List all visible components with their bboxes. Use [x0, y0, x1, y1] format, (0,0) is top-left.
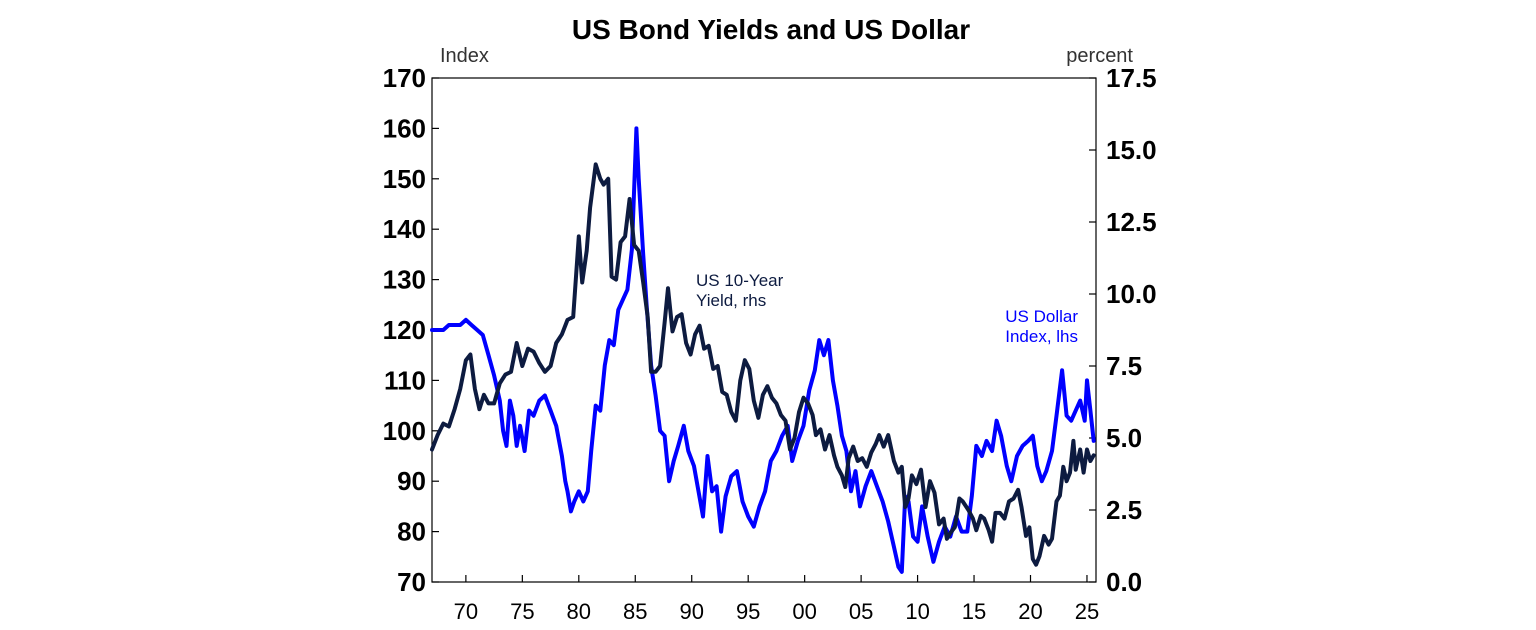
- x-tick-label: 15: [962, 599, 986, 624]
- x-tick-label: 05: [849, 599, 873, 624]
- left-tick-label: 110: [384, 365, 426, 395]
- x-tick-label: 25: [1075, 599, 1099, 624]
- right-tick-label: 15.0: [1106, 135, 1157, 165]
- left-tick-label: 140: [383, 214, 426, 244]
- right-axis-label: percent: [1066, 45, 1133, 67]
- x-tick-label: 95: [736, 599, 760, 624]
- plot-frame: [431, 77, 1097, 583]
- x-tick-label: 10: [905, 599, 929, 624]
- left-tick-label: 90: [397, 466, 426, 496]
- left-tick-label: 70: [397, 567, 426, 597]
- x-tick-label: 90: [679, 599, 703, 624]
- right-tick-label: 5.0: [1106, 423, 1142, 453]
- us-10-year-yield-line: [430, 162, 1096, 567]
- left-tick-label: 100: [383, 416, 426, 446]
- left-tick-label: 130: [383, 265, 426, 295]
- x-tick-label: 20: [1018, 599, 1042, 624]
- right-tick-label: 12.5: [1106, 207, 1157, 237]
- x-tick-label: 85: [623, 599, 647, 624]
- right-tick-label: 2.5: [1106, 495, 1142, 525]
- us-dollar-index-line: [430, 126, 1096, 574]
- left-axis-label: Index: [440, 45, 489, 67]
- left-tick-label: 160: [383, 113, 426, 143]
- us-dollar-index-label: US Dollar Index, lhs: [1005, 307, 1078, 346]
- chart-title: US Bond Yields and US Dollar: [572, 14, 970, 45]
- x-tick-label: 00: [792, 599, 816, 624]
- series-labels: US Dollar Index, lhs US 10-Year Yield, rhs: [696, 271, 1078, 346]
- x-tick-label: 80: [567, 599, 591, 624]
- right-tick-label: 0.0: [1106, 567, 1142, 597]
- us-10-year-yield-label: US 10-Year Yield, rhs: [696, 271, 784, 310]
- left-tick-label: 120: [383, 315, 426, 345]
- left-tick-label: 170: [383, 63, 426, 93]
- x-tick-label: 70: [454, 599, 478, 624]
- x-tick-label: 75: [510, 599, 534, 624]
- axis-ticks: 70 80 90 100 110 120 130 140 150 160 170 0.0 2.5 5.0 7…: [383, 63, 1157, 624]
- right-tick-label: 17.5: [1106, 63, 1157, 93]
- right-tick-label: 7.5: [1106, 351, 1142, 381]
- left-tick-label: 80: [397, 517, 426, 547]
- left-tick-label: 150: [383, 164, 426, 194]
- right-tick-label: 10.0: [1106, 279, 1157, 309]
- series-lines: [430, 126, 1096, 574]
